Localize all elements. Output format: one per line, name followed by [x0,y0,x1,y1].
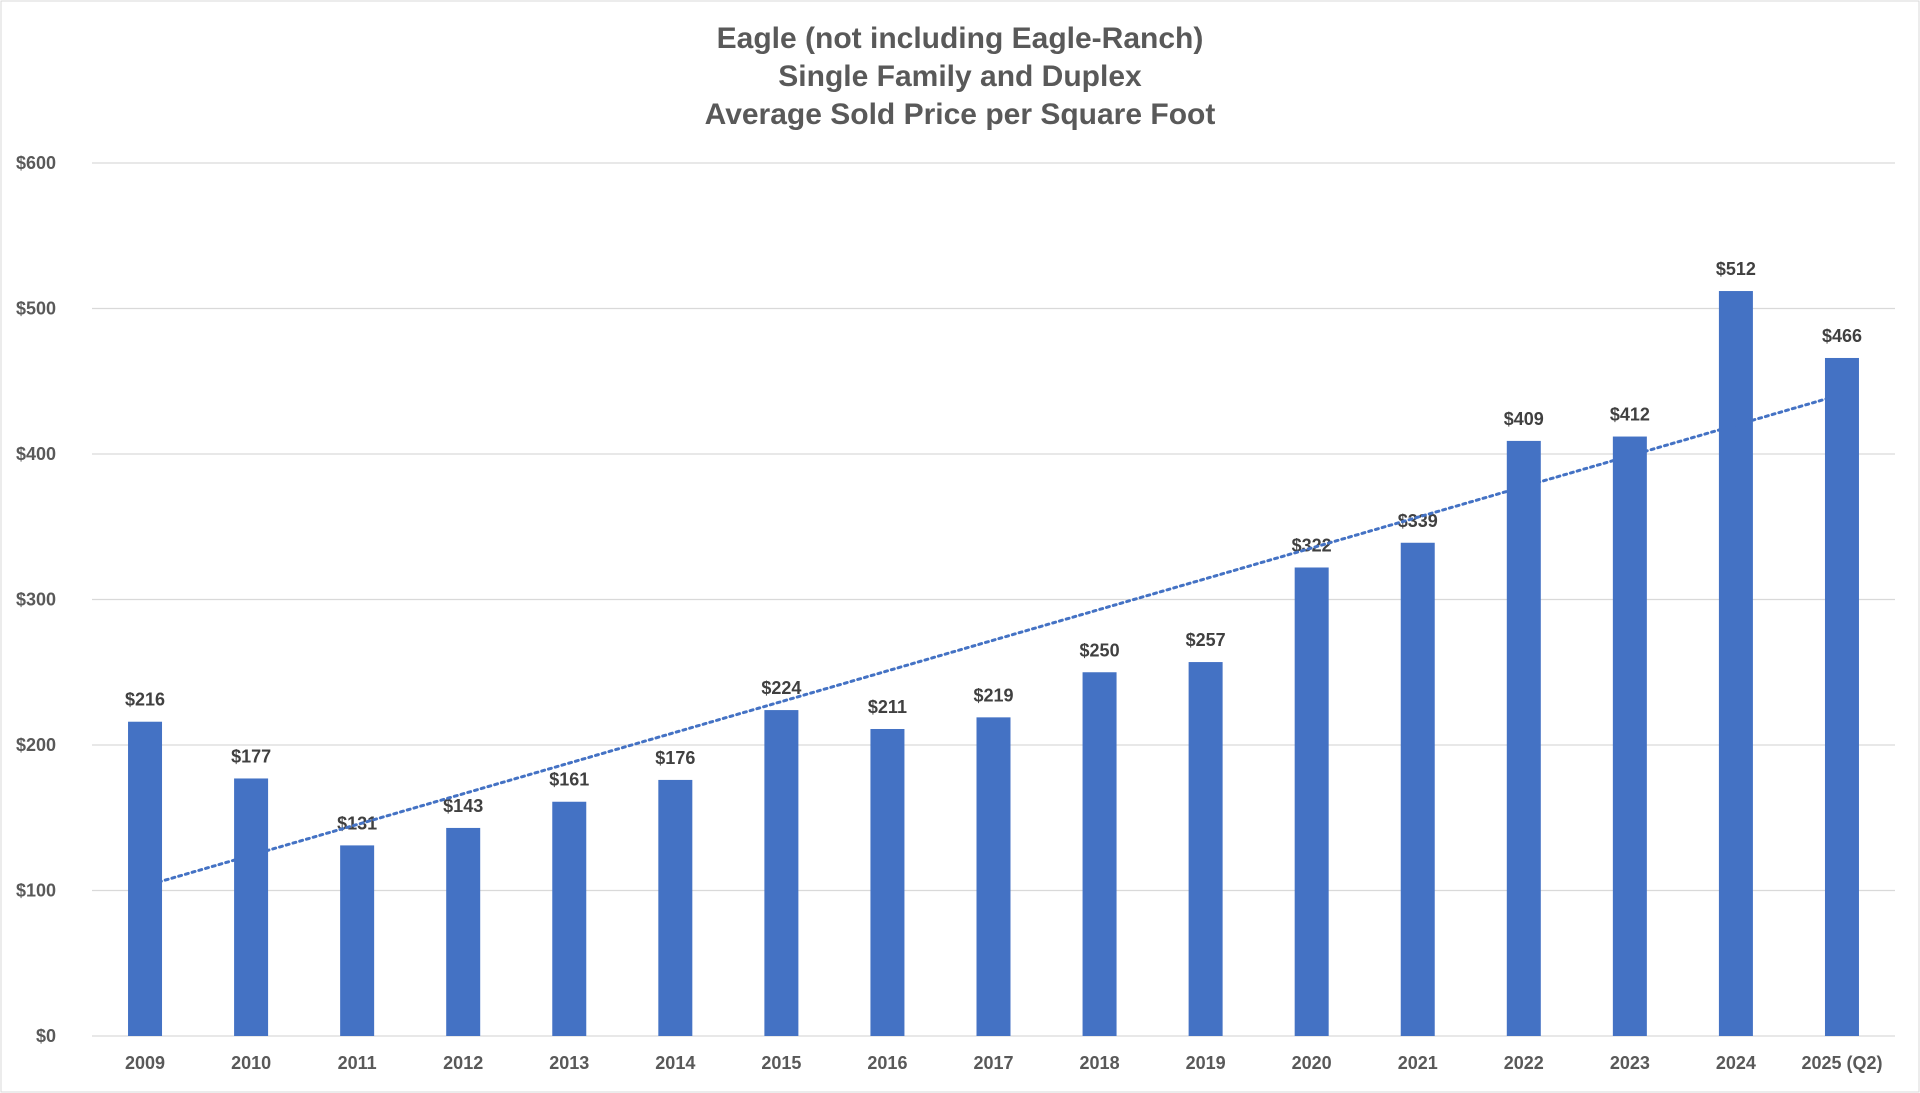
bar [1082,672,1117,1036]
bar [340,845,375,1036]
bar [1824,357,1859,1037]
y-tick-label: $400 [16,444,56,464]
x-tick-label: 2016 [867,1053,907,1073]
x-tick-label: 2021 [1398,1053,1438,1073]
data-label: $177 [231,746,271,766]
bar-series [128,291,1859,1037]
y-gridlines [92,162,1895,1037]
data-label: $131 [337,813,377,833]
x-tick-label: 2024 [1716,1053,1756,1073]
x-tick-label: 2025 (Q2) [1801,1053,1882,1073]
bar [128,721,163,1036]
data-label: $143 [443,796,483,816]
data-labels: $216 $177 $131 $143 $161 $176 $224 $211 $219 $250… [125,259,1862,833]
x-tick-label: 2012 [443,1053,483,1073]
data-label: $216 [125,690,165,710]
trendline-path [143,392,1844,888]
bar [1400,542,1435,1036]
x-tick-label: 2022 [1504,1053,1544,1073]
x-axis-tick-labels: 2009 2010 2011 2012 2013 2014 2015 2016 2017 2018… [125,1053,1882,1073]
y-tick-label: $500 [16,299,56,319]
x-tick-label: 2020 [1292,1053,1332,1073]
y-tick-label: $600 [16,153,56,173]
y-tick-label: $0 [36,1026,56,1046]
y-tick-label: $200 [16,735,56,755]
trendline [143,392,1844,888]
x-tick-label: 2014 [655,1053,695,1073]
y-tick-label: $100 [16,881,56,901]
data-label: $161 [549,770,589,790]
data-label: $219 [973,685,1013,705]
data-label: $250 [1080,640,1120,660]
bar [1506,440,1541,1036]
y-axis-tick-labels: $0 $100 $200 $300 $400 $500 $600 [16,153,56,1046]
bar [658,779,693,1036]
data-label: $211 [868,697,907,717]
bar [552,801,587,1036]
data-label: $409 [1504,409,1544,429]
chart-title-line-2: Single Family and Duplex [778,60,1142,93]
bar [1188,662,1223,1036]
x-tick-label: 2019 [1186,1053,1226,1073]
chart-title-line-3: Average Sold Price per Square Foot [705,98,1216,131]
x-tick-label: 2011 [338,1053,377,1073]
bar [870,728,905,1036]
data-label: $176 [655,748,695,768]
bar [1718,291,1753,1036]
x-tick-label: 2013 [549,1053,589,1073]
bar [234,778,269,1036]
bar [764,710,799,1036]
bar [1612,436,1647,1036]
y-tick-label: $300 [16,590,56,610]
bar [1294,567,1329,1036]
data-label: $512 [1716,259,1756,279]
x-tick-label: 2023 [1610,1053,1650,1073]
data-label: $257 [1186,630,1226,650]
chart-title: Eagle (not including Eagle-Ranch) Single… [705,22,1216,131]
data-label: $224 [761,678,801,698]
data-label: $339 [1398,511,1438,531]
bar [976,717,1011,1036]
x-tick-label: 2009 [125,1053,165,1073]
bar [446,827,481,1036]
x-tick-label: 2015 [761,1053,801,1073]
x-tick-label: 2018 [1080,1053,1120,1073]
data-label: $466 [1822,326,1862,346]
chart-title-line-1: Eagle (not including Eagle-Ranch) [717,22,1204,55]
data-label: $412 [1610,405,1650,425]
x-tick-label: 2017 [973,1053,1013,1073]
x-tick-label: 2010 [231,1053,271,1073]
